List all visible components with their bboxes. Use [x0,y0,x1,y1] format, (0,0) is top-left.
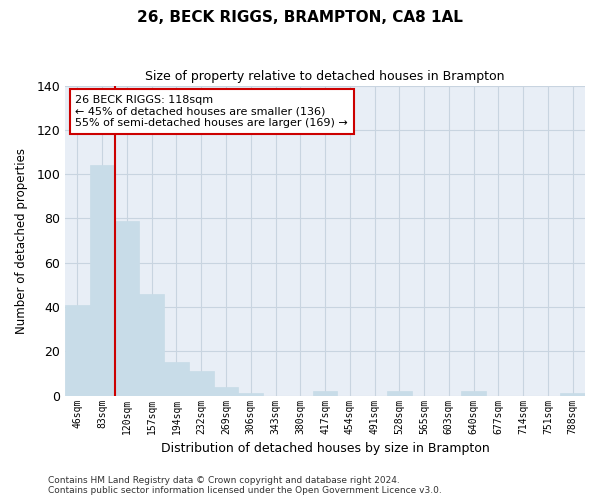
Bar [313,391,337,396]
Bar [65,305,90,396]
Bar [90,166,115,396]
Bar [115,220,139,396]
X-axis label: Distribution of detached houses by size in Brampton: Distribution of detached houses by size … [161,442,490,455]
Title: Size of property relative to detached houses in Brampton: Size of property relative to detached ho… [145,70,505,83]
Bar [238,394,263,396]
Bar [560,394,585,396]
Text: 26, BECK RIGGS, BRAMPTON, CA8 1AL: 26, BECK RIGGS, BRAMPTON, CA8 1AL [137,10,463,25]
Bar [214,387,238,396]
Y-axis label: Number of detached properties: Number of detached properties [15,148,28,334]
Bar [387,391,412,396]
Bar [189,372,214,396]
Text: Contains HM Land Registry data © Crown copyright and database right 2024.
Contai: Contains HM Land Registry data © Crown c… [48,476,442,495]
Bar [139,294,164,396]
Bar [461,391,486,396]
Bar [164,362,189,396]
Text: 26 BECK RIGGS: 118sqm
← 45% of detached houses are smaller (136)
55% of semi-det: 26 BECK RIGGS: 118sqm ← 45% of detached … [76,95,348,128]
